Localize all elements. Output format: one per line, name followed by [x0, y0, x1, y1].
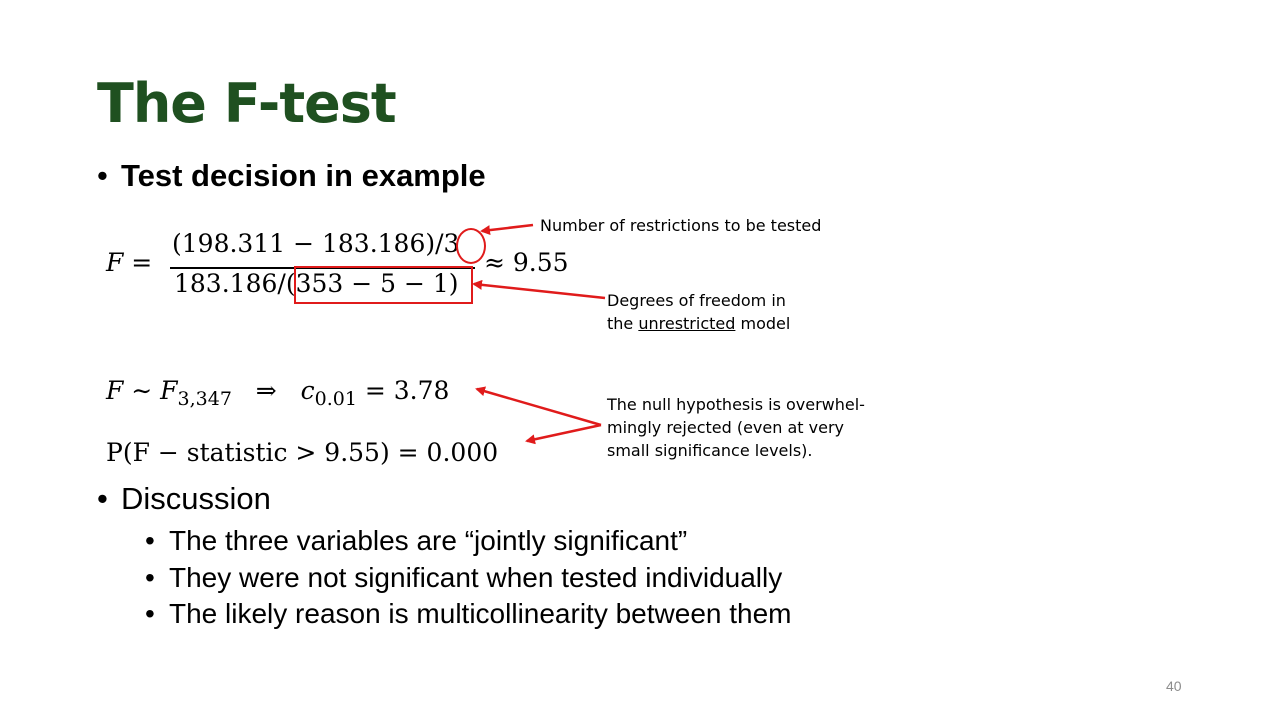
sub-bullet-dot: • — [145, 525, 155, 556]
annotation-null: The null hypothesis is overwhel- mingly … — [607, 393, 865, 462]
page-number: 40 — [1166, 678, 1182, 694]
sub-bullet-text: They were not significant when tested in… — [169, 562, 783, 593]
sub-bullet: • The likely reason is multicollinearity … — [145, 598, 792, 630]
annotation-df-post: model — [735, 314, 791, 333]
sub-bullet-text: The likely reason is multicollinearity b… — [169, 598, 792, 629]
crit-sub: 0.01 — [314, 388, 357, 410]
bullet-dot: • — [97, 158, 108, 193]
annotation-null-line3: small significance levels). — [607, 441, 813, 460]
bullet-text: Discussion — [121, 481, 271, 516]
numerator-restrictions: 3 — [443, 229, 460, 258]
annotation-null-line2: mingly rejected (even at very — [607, 418, 844, 437]
approx-result: ≈ 9.55 — [484, 248, 569, 277]
distribution-line: F ∼ F3,347 ⇒ c0.01 = 3.78 — [106, 376, 449, 410]
sub-bullet-dot: • — [145, 598, 155, 629]
annotation-df-line1: Degrees of freedom in — [607, 291, 786, 310]
sub-bullet: • They were not significant when tested i… — [145, 562, 782, 594]
numerator-main: (198.311 − 183.186)/ — [172, 229, 444, 258]
fraction-line — [170, 267, 475, 269]
annotation-df: Degrees of freedom in the unrestricted m… — [607, 289, 790, 335]
sub-bullet-text: The three variables are “jointly signifi… — [169, 525, 688, 556]
sub-bullet-dot: • — [145, 562, 155, 593]
formula-numerator: (198.311 − 183.186)/3 — [172, 229, 459, 258]
crit-value: = 3.78 — [364, 376, 450, 405]
annotation-null-line1: The null hypothesis is overwhel- — [607, 395, 865, 414]
arrow-pvalue — [525, 423, 602, 445]
crit-c: c — [300, 376, 315, 405]
bullet-text: Test decision in example — [121, 158, 486, 193]
bullet-dot: • — [97, 481, 108, 516]
sub-bullet: • The three variables are “jointly signif… — [145, 525, 687, 557]
formula-denominator: 183.186/(353 − 5 − 1) — [174, 269, 459, 298]
pvalue-line: P(F − statistic > 9.55) = 0.000 — [106, 438, 499, 467]
arrow-df — [472, 279, 606, 300]
dist-lhs: F ∼ F — [106, 376, 178, 405]
arrow-restrictions — [480, 223, 534, 236]
annotation-df-underlined: unrestricted — [638, 314, 736, 333]
denominator-main: 183.186/ — [174, 269, 286, 298]
restrictions-circle — [456, 228, 486, 264]
slide-title: The F-test — [97, 72, 397, 135]
df-box — [294, 266, 473, 304]
annotation-df-pre: the — [607, 314, 639, 333]
denominator-df: (353 − 5 − 1) — [285, 269, 459, 298]
arrow-crit — [475, 386, 602, 427]
dist-sub: 3,347 — [177, 388, 232, 410]
bullet-test-decision: • Test decision in example — [97, 158, 486, 194]
implies-symbol: ⇒ — [255, 376, 277, 405]
bullet-discussion: • Discussion — [97, 481, 271, 517]
f-lhs: F = — [106, 248, 153, 277]
annotation-restrictions: Number of restrictions to be tested — [540, 216, 822, 235]
annotation-df-line2: the unrestricted model — [607, 312, 790, 335]
